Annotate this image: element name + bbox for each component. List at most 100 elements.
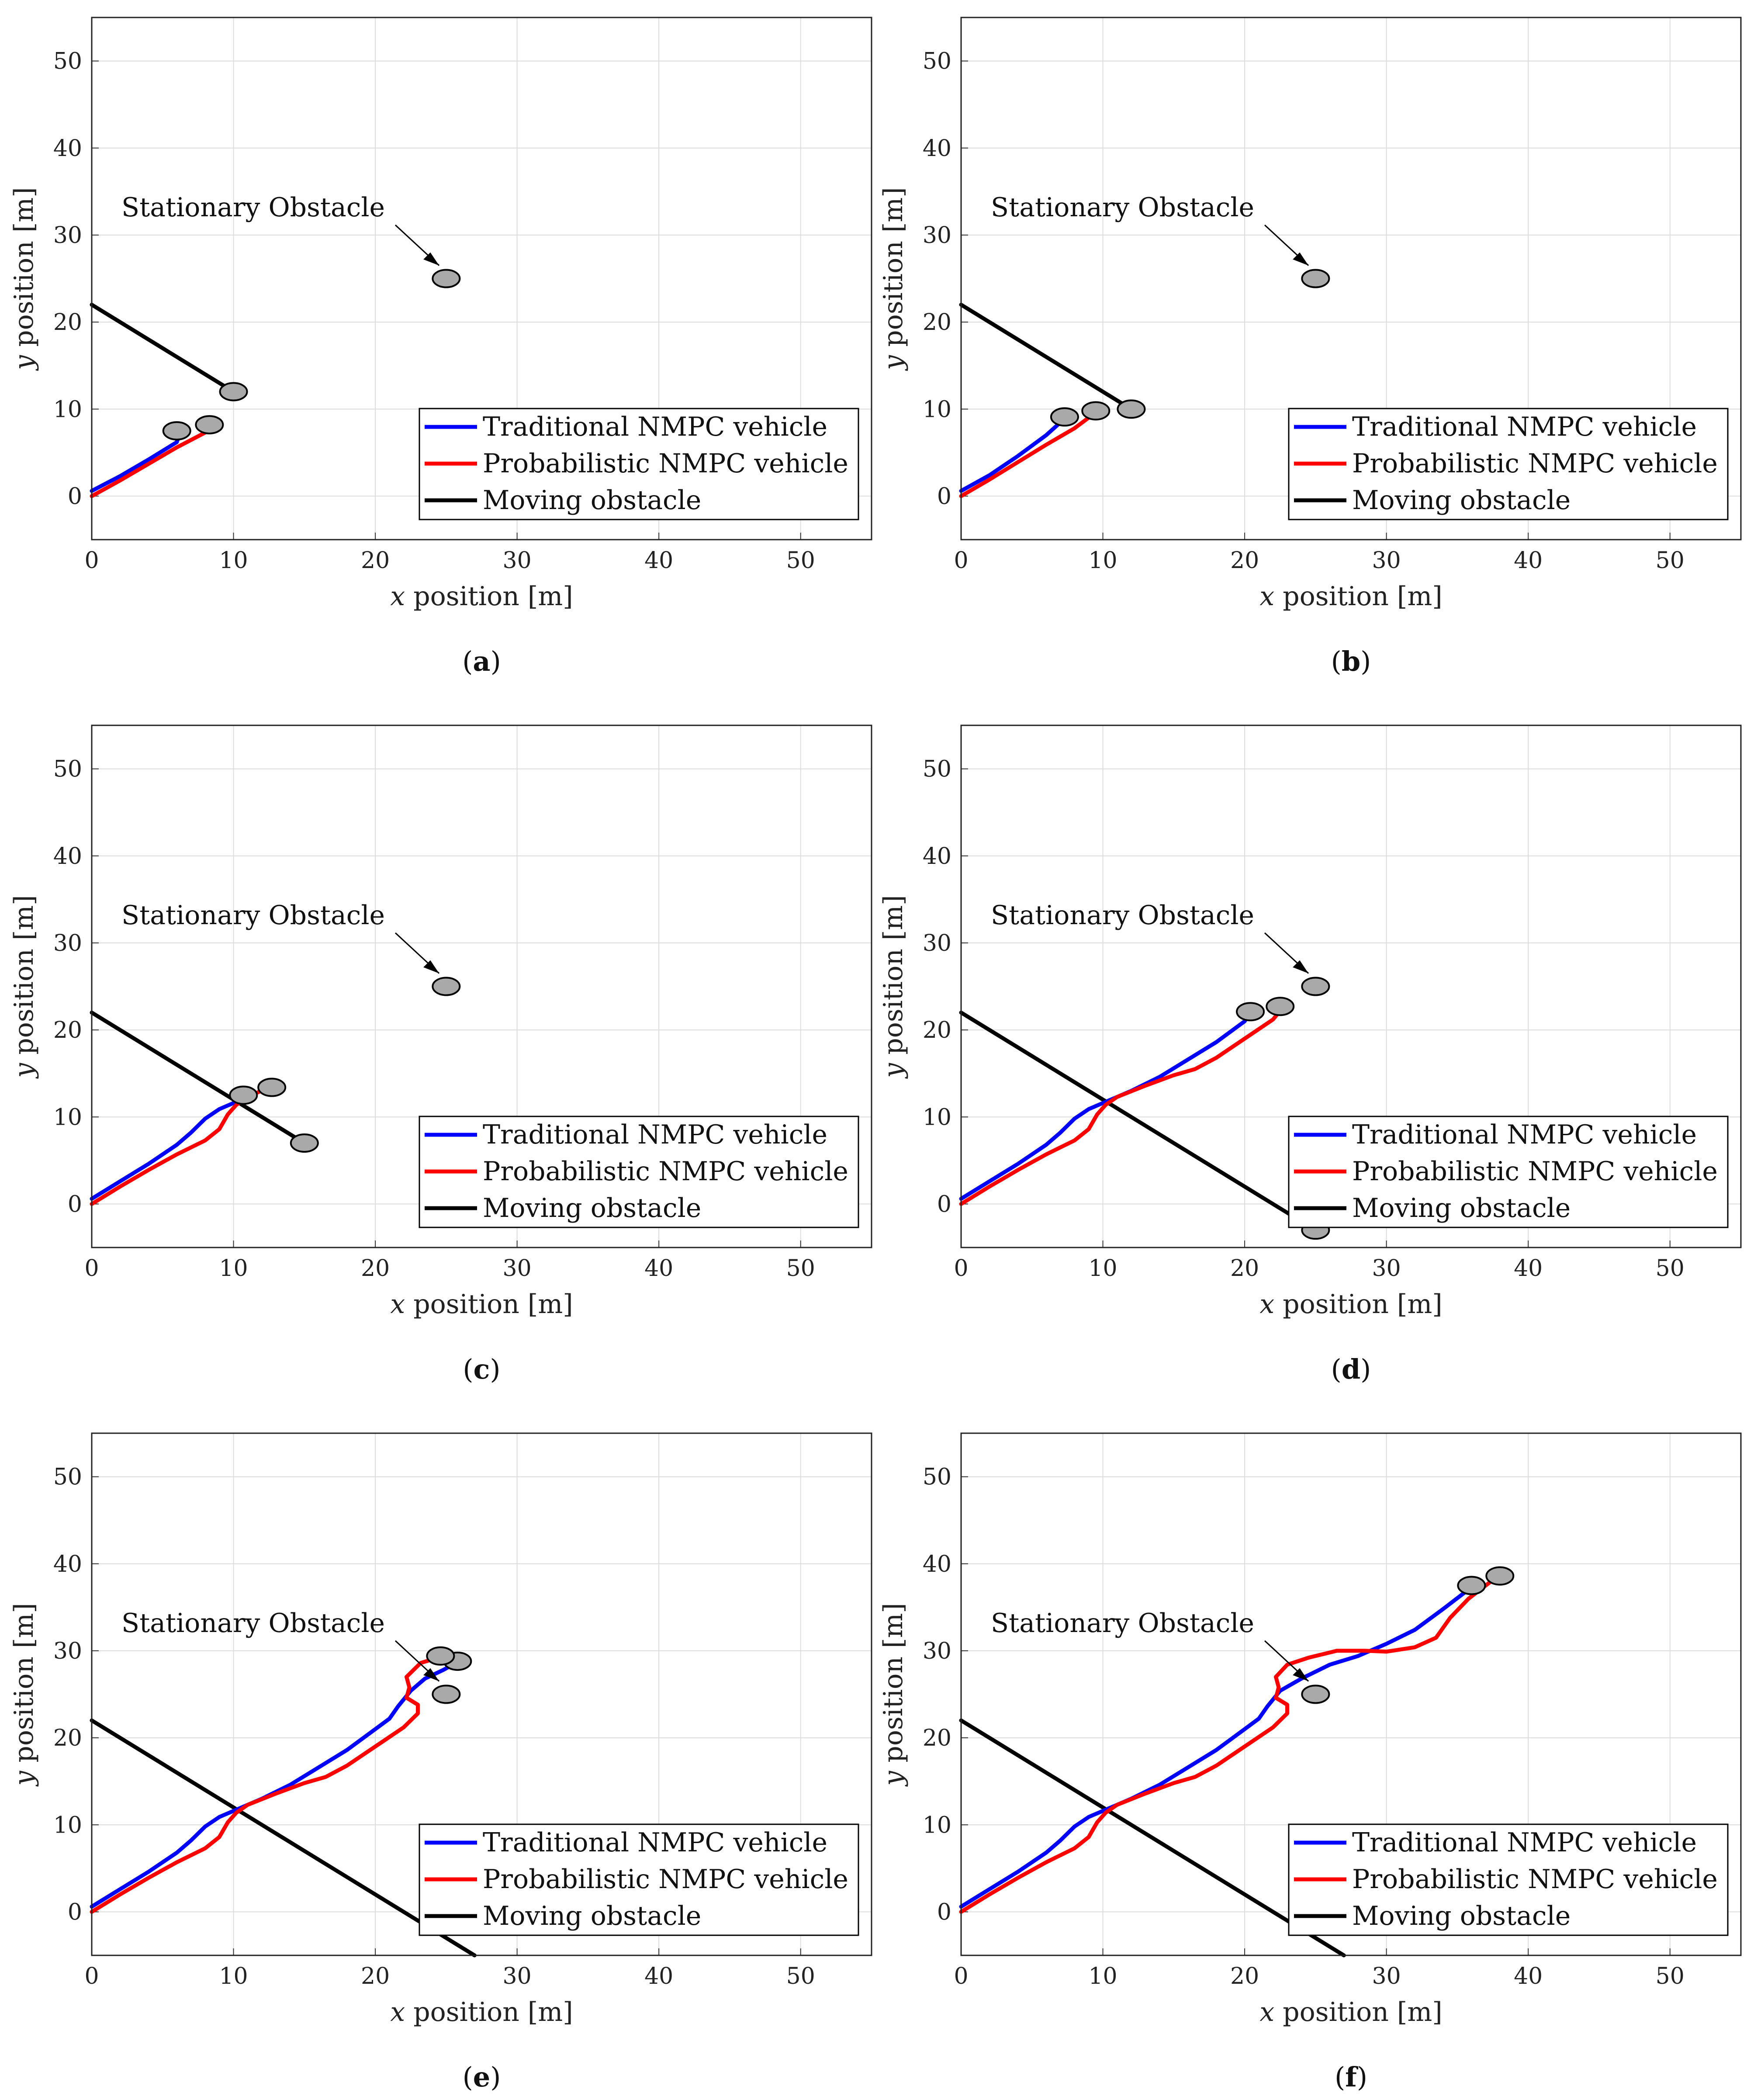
y-tick-label: 20 <box>923 1017 951 1043</box>
x-axis-label: x position [m] <box>1259 581 1442 612</box>
probabilistic-trajectory <box>959 1575 1499 1914</box>
y-axis-text: position <box>9 232 39 355</box>
x-axis-unit: [m] <box>528 1997 573 2027</box>
caption-open: ( <box>1335 2061 1345 2093</box>
x-axis-var: x <box>1259 1289 1274 1320</box>
legend: Traditional NMPC vehicle Probabilistic NM… <box>1288 408 1729 520</box>
panel-a: 0 10 20 30 40 50 0 10 20 30 40 50 Stationary Obstacl… <box>9 17 872 677</box>
legend-label: Probabilistic NMPC vehicle <box>1352 1864 1718 1895</box>
x-tick-label: 50 <box>1656 548 1685 574</box>
y-tick-label: 0 <box>68 483 82 509</box>
annotation-label: Stationary Obstacle <box>121 1608 385 1639</box>
x-axis-text: position <box>1274 1289 1397 1320</box>
panel-e: 0 10 20 30 40 50 0 10 20 30 40 50 Stationary Obstacl… <box>9 1432 872 2093</box>
probabilistic-trajectory <box>959 411 1097 498</box>
legend: Traditional NMPC vehicle Probabilistic NM… <box>419 1116 859 1228</box>
caption-letter: a <box>473 645 490 677</box>
y-axis-label: y position [m] <box>9 895 39 1079</box>
traditional-trajectory <box>90 1660 460 1909</box>
y-tick-label: 50 <box>923 49 951 75</box>
y-tick-label: 20 <box>53 1725 82 1751</box>
y-axis-unit: [m] <box>878 895 909 940</box>
annotation-label: Stationary Obstacle <box>121 192 385 223</box>
legend-label: Traditional NMPC vehicle <box>1352 1827 1697 1858</box>
y-axis-var: y <box>9 355 39 371</box>
y-tick-label: 30 <box>53 930 82 956</box>
obstacle-stationary <box>1301 269 1330 288</box>
x-axis-var: x <box>390 1289 405 1320</box>
x-tick-label: 50 <box>1656 1963 1685 1989</box>
x-tick-label: 10 <box>1088 548 1117 574</box>
x-tick-label: 10 <box>1088 1963 1117 1989</box>
x-axis-unit: [m] <box>1397 581 1443 612</box>
x-axis-unit: [m] <box>528 1289 573 1320</box>
y-tick-label: 0 <box>937 483 951 509</box>
obstacle-traditional <box>162 421 191 441</box>
moving-obstacle-line <box>959 1010 1311 1228</box>
y-axis-text: position <box>878 1648 909 1771</box>
annotation-arrowhead <box>423 252 439 266</box>
y-axis-text: position <box>9 1648 39 1771</box>
annotation-arrowhead <box>1293 1668 1309 1681</box>
legend-box <box>1288 1823 1729 1936</box>
x-tick-label: 40 <box>1514 1963 1543 1989</box>
obstacle-stationary <box>432 977 461 996</box>
x-tick-label: 0 <box>84 548 99 574</box>
moving-obstacle-line <box>959 302 1133 411</box>
y-tick-label: 50 <box>923 1464 951 1490</box>
x-tick-label: 30 <box>503 1255 532 1282</box>
annotation-arrowhead <box>1293 960 1309 974</box>
y-tick-label: 40 <box>923 135 951 162</box>
panel-caption: (f) <box>1335 2061 1367 2093</box>
caption-close: ) <box>490 1353 500 1385</box>
y-tick-label: 10 <box>923 396 951 423</box>
panel-caption: (c) <box>463 1353 500 1385</box>
x-tick-label: 30 <box>503 1963 532 1989</box>
moving-obstacle-line <box>959 1718 1346 1958</box>
y-tick-label: 50 <box>53 1464 82 1490</box>
x-tick-label: 0 <box>954 1255 968 1282</box>
y-tick-label: 20 <box>923 1725 951 1751</box>
legend-box <box>1288 1116 1729 1228</box>
x-tick-label: 40 <box>644 548 673 574</box>
annotation-label: Stationary Obstacle <box>991 900 1254 931</box>
x-tick-label: 10 <box>1088 1255 1117 1282</box>
obstacle-traditional <box>1457 1576 1486 1595</box>
obstacle-probabilistic <box>257 1078 287 1097</box>
annotation-label: Stationary Obstacle <box>991 1608 1254 1639</box>
y-axis-var: y <box>878 1771 909 1787</box>
x-tick-label: 0 <box>84 1963 99 1989</box>
y-tick-label: 40 <box>53 1551 82 1577</box>
x-axis-var: x <box>1259 581 1274 612</box>
y-tick-label: 20 <box>53 309 82 336</box>
axes-frame <box>960 17 1742 541</box>
x-tick-label: 20 <box>361 1963 390 1989</box>
annotation-arrowhead <box>423 1668 439 1681</box>
y-axis-label: y position [m] <box>9 1603 39 1787</box>
obstacle-probabilistic <box>195 415 224 435</box>
y-tick-label: 50 <box>923 756 951 783</box>
y-tick-label: 10 <box>923 1812 951 1838</box>
obstacle-stationary <box>1301 1684 1330 1704</box>
y-axis-text: position <box>878 232 909 355</box>
x-axis-var: x <box>1259 1997 1274 2027</box>
caption-close: ) <box>491 645 501 677</box>
panel-b: 0 10 20 30 40 50 0 10 20 30 40 50 Stationary Obstacl… <box>878 17 1742 677</box>
moving-obstacle-line <box>90 1718 477 1958</box>
y-axis-unit: [m] <box>9 895 39 940</box>
x-axis-unit: [m] <box>528 581 573 612</box>
x-tick-label: 50 <box>786 548 815 574</box>
y-axis-unit: [m] <box>878 187 909 232</box>
legend-label: Moving obstacle <box>483 485 701 516</box>
obstacle-moving <box>290 1133 319 1153</box>
caption-open: ( <box>1331 1353 1342 1385</box>
x-tick-label: 10 <box>219 1963 248 1989</box>
y-tick-label: 50 <box>53 49 82 75</box>
legend-label: Moving obstacle <box>1352 1901 1571 1931</box>
traditional-trajectory <box>959 1010 1252 1201</box>
y-axis-unit: [m] <box>9 187 39 232</box>
y-tick-label: 0 <box>937 1899 951 1925</box>
axes-frame <box>91 1432 872 1956</box>
caption-open: ( <box>462 645 473 677</box>
caption-open: ( <box>1331 645 1342 677</box>
